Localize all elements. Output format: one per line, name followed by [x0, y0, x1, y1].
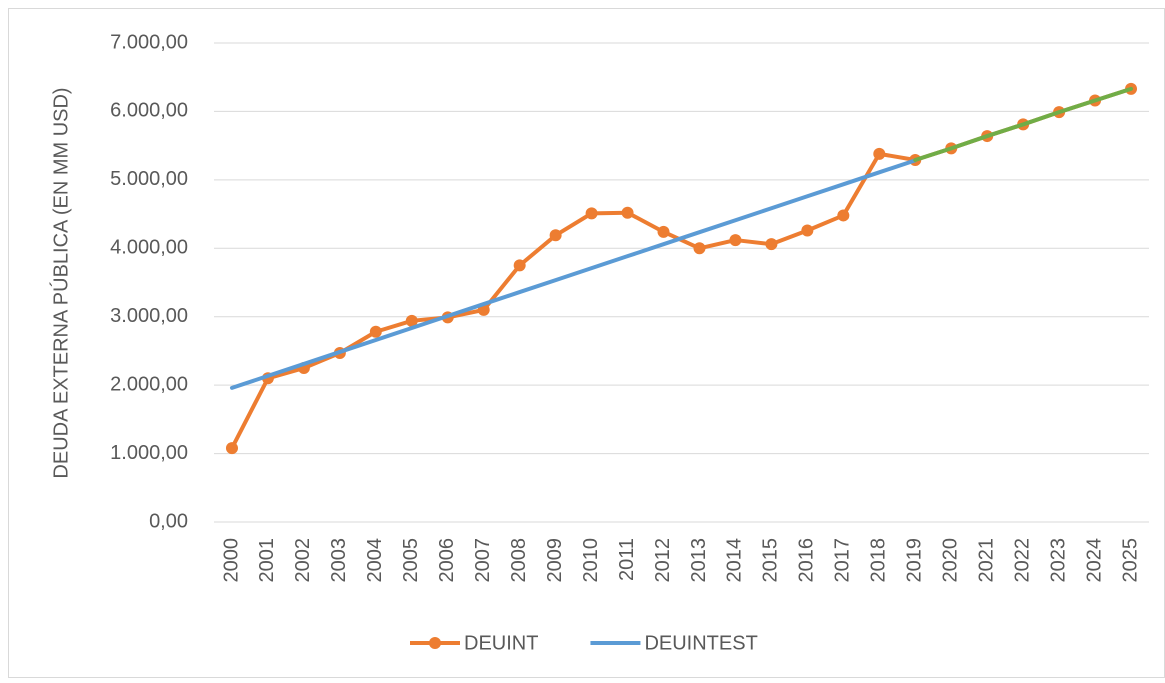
x-tick-label: 2004	[364, 538, 386, 583]
y-tick-label: 2.000,00	[110, 373, 188, 395]
x-tick-label: 2013	[688, 538, 710, 583]
data-point	[657, 225, 670, 238]
legend-marker	[429, 637, 441, 649]
data-point	[729, 234, 742, 247]
x-tick-label: 2006	[436, 538, 458, 583]
legend-label: DEUINTEST	[644, 632, 757, 654]
legend-label: DEUINT	[464, 632, 538, 654]
data-point	[621, 206, 634, 219]
data-point	[801, 224, 814, 237]
series-line	[229, 158, 918, 390]
data-point	[873, 147, 886, 160]
chart-border	[8, 8, 1165, 678]
x-tick-label: 2015	[760, 538, 782, 583]
x-tick-label: 2016	[796, 538, 818, 583]
x-tick-label: 2023	[1047, 538, 1069, 583]
data-point	[693, 242, 706, 255]
x-tick-label: 2021	[975, 538, 997, 583]
x-tick-label: 2005	[400, 538, 422, 583]
x-tick-label: 2017	[832, 538, 854, 583]
x-tick-label: 2000	[220, 538, 242, 583]
data-point	[549, 229, 562, 242]
data-point	[369, 325, 382, 338]
x-tick-label: 2018	[868, 538, 890, 583]
x-tick-label: 2008	[508, 538, 530, 583]
x-tick-label: 2003	[328, 538, 350, 583]
x-tick-label: 2024	[1083, 538, 1105, 583]
x-tick-label: 2001	[256, 538, 278, 583]
y-tick-label: 4.000,00	[110, 237, 188, 259]
y-tick-label: 1.000,00	[110, 442, 188, 464]
x-tick-label: 2014	[724, 538, 746, 583]
y-tick-label: 7.000,00	[110, 31, 188, 53]
x-tick-label: 2010	[580, 538, 602, 583]
y-tick-label: 6.000,00	[110, 100, 188, 122]
x-tick-label: 2007	[472, 538, 494, 583]
data-point	[513, 259, 526, 272]
data-point	[405, 314, 418, 327]
data-point	[837, 209, 850, 222]
x-tick-label: 2002	[292, 538, 314, 583]
y-axis-label: DEUDA EXTERNA PÚBLICA (EN MM USD)	[49, 87, 72, 478]
x-tick-label: 2025	[1119, 538, 1141, 583]
y-tick-label: 0,00	[149, 510, 188, 532]
x-tick-label: 2011	[616, 538, 638, 581]
y-tick-label: 3.000,00	[110, 305, 188, 327]
data-point	[585, 207, 598, 220]
y-tick-label: 5.000,00	[110, 168, 188, 190]
x-tick-label: 2019	[904, 538, 926, 583]
x-tick-label: 2009	[544, 538, 566, 583]
data-point	[765, 238, 778, 251]
x-tick-label: 2020	[939, 538, 961, 583]
data-point	[225, 442, 238, 455]
x-tick-label: 2022	[1011, 538, 1033, 583]
x-tick-label: 2012	[652, 538, 674, 583]
series-line	[913, 86, 1134, 163]
